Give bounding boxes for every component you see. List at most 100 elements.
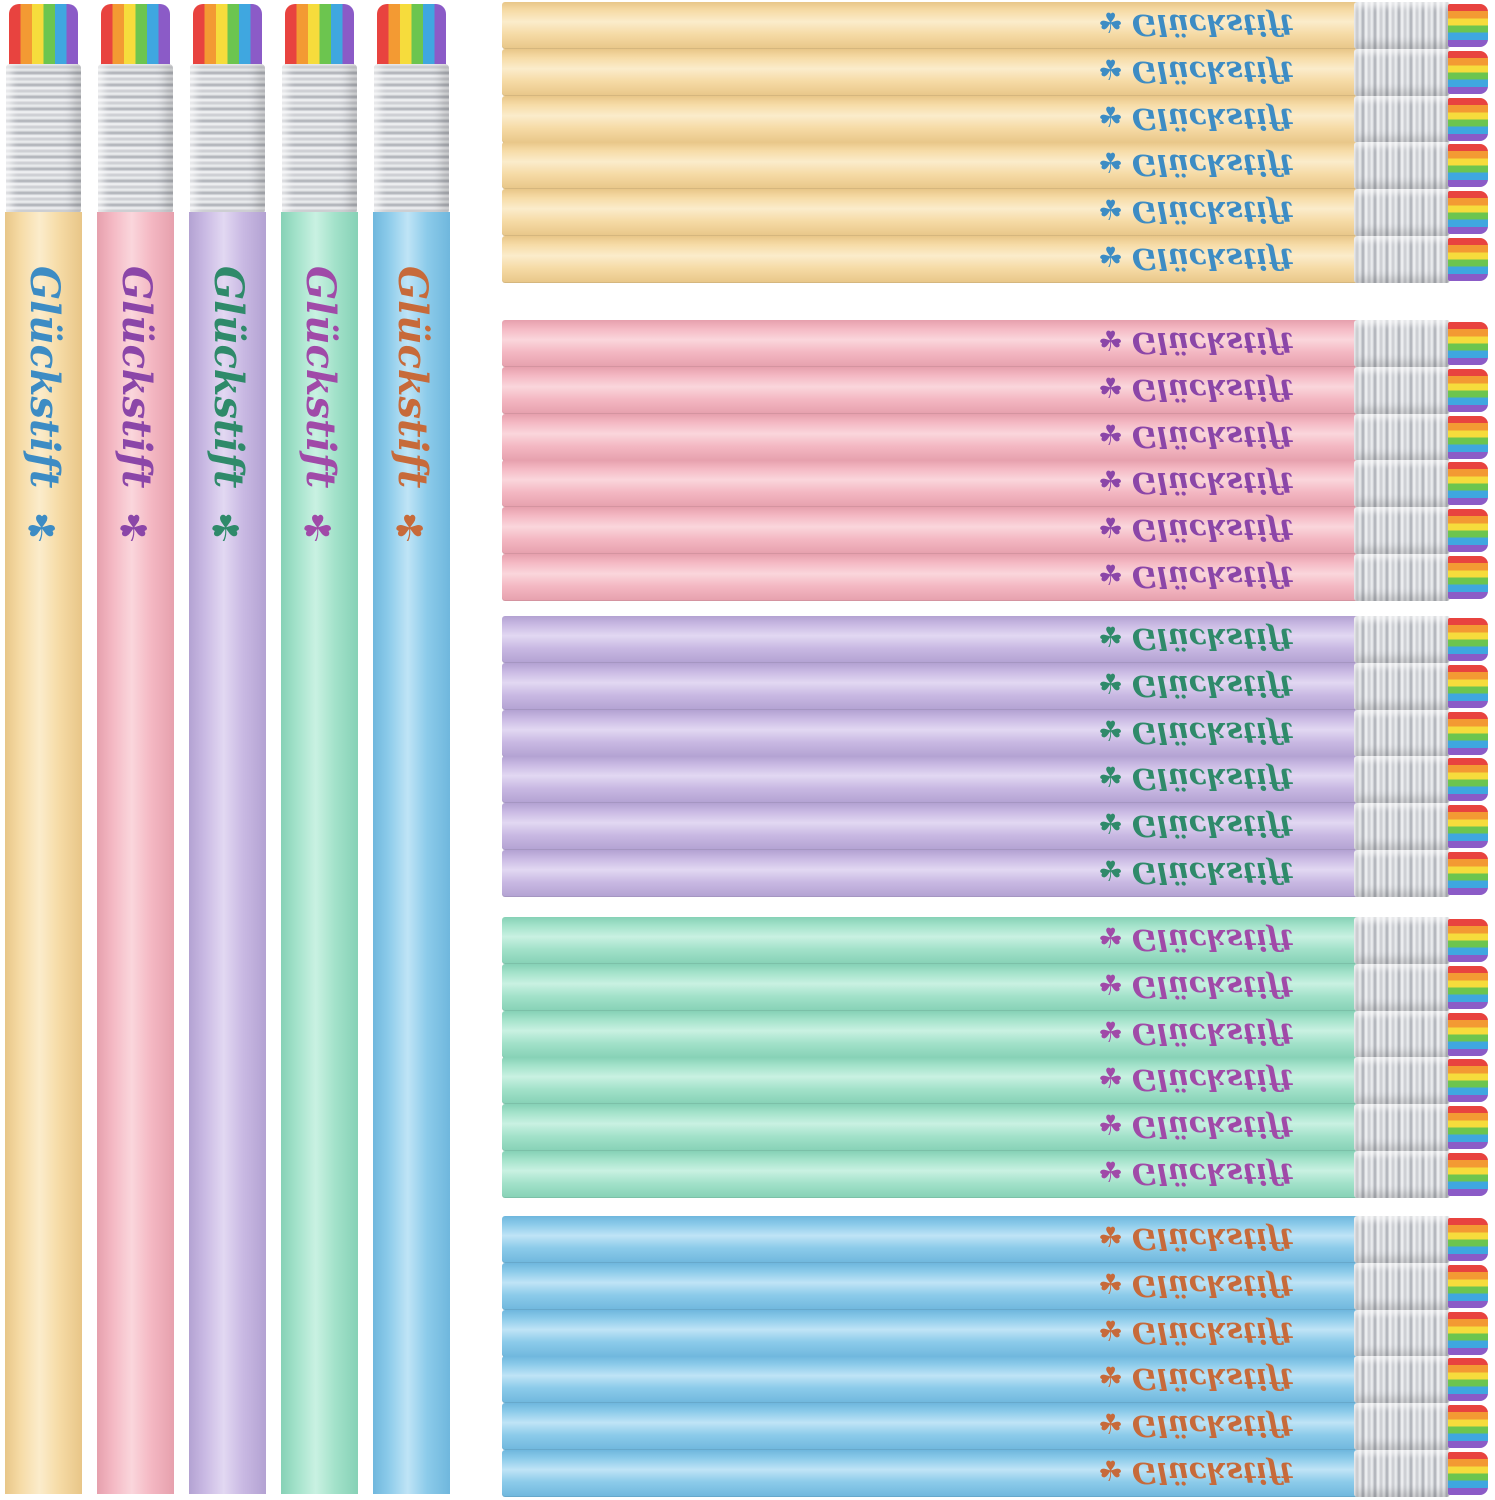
brand-imprint: Glückstift [112,266,160,489]
four-leaf-clover-icon: ☘ [1098,1109,1124,1143]
metal-ferrule [1354,95,1450,143]
vertical-pencil: Glückstift ☘ [97,4,174,1494]
rainbow-eraser [1448,322,1488,365]
pencil-barrel [502,1450,1362,1497]
metal-ferrule [1354,1151,1450,1198]
pencil-barrel [502,1216,1362,1263]
four-leaf-clover-icon: ☘ [1098,194,1124,228]
rainbow-eraser [377,4,446,66]
horizontal-pencil: ☘ Glückstift [502,1356,1488,1404]
metal-ferrule [1354,366,1450,414]
rainbow-eraser [1448,852,1488,895]
brand-imprint: Glückstift [1132,419,1294,454]
brand-imprint: Glückstift [1132,762,1294,797]
metal-ferrule [190,64,265,214]
pencil-barrel [502,366,1362,414]
brand-imprint: Glückstift [1132,969,1294,1004]
brand-imprint: Glückstift [1132,1268,1294,1303]
four-leaf-clover-icon: ☘ [1098,7,1124,40]
metal-ferrule [1354,1262,1450,1310]
rainbow-eraser [1448,1012,1488,1056]
horizontal-pencil: ☘ Glückstift [502,554,1488,601]
pencil-barrel [97,212,174,1494]
pencil-barrel [502,917,1362,964]
horizontal-pencil: ☘ Glückstift [502,756,1488,804]
pencil-barrel [502,850,1362,897]
brand-imprint: Glückstift [204,266,252,489]
horizontal-pencil: ☘ Glückstift [502,460,1488,508]
rainbow-eraser [1448,618,1488,661]
four-leaf-clover-icon: ☘ [1098,1408,1124,1442]
metal-ferrule [1354,803,1450,851]
metal-ferrule [374,64,449,214]
pencil-barrel [502,413,1362,461]
metal-ferrule [1354,320,1450,367]
four-leaf-clover-icon: ☘ [1098,621,1124,654]
rainbow-eraser [1448,50,1488,94]
four-leaf-clover-icon: ☘ [1098,1361,1124,1395]
metal-ferrule [1354,236,1450,283]
pencil-barrel [502,320,1362,367]
rainbow-eraser [1448,238,1488,281]
four-leaf-clover-icon: ☘ [1098,1267,1124,1301]
horizontal-pencil: ☘ Glückstift [502,366,1488,414]
metal-ferrule [6,64,81,214]
pencil-barrel [502,2,1362,49]
brand-imprint: Glückstift [1132,1157,1294,1191]
horizontal-pencil: ☘ Glückstift [502,1309,1488,1357]
horizontal-pencil: ☘ Glückstift [502,917,1488,964]
pencil-barrel [502,460,1362,508]
four-leaf-clover-icon: ☘ [1098,147,1124,181]
four-leaf-clover-icon: ☘ [1098,968,1124,1002]
brand-imprint: Glückstift [1132,242,1294,276]
metal-ferrule [1354,1104,1450,1152]
rainbow-eraser [193,4,262,66]
metal-ferrule [1354,1356,1450,1404]
pencil-barrel [502,189,1362,237]
rainbow-eraser [9,4,78,66]
four-leaf-clover-icon: ☘ [1098,1015,1124,1049]
four-leaf-clover-icon: ☘ [1098,714,1124,748]
rainbow-eraser [1448,462,1488,506]
metal-ferrule [1354,756,1450,804]
brand-imprint: Glückstift [388,266,436,489]
pencil-barrel [502,1057,1362,1105]
four-leaf-clover-icon: ☘ [1098,1314,1124,1348]
brand-imprint: Glückstift [1132,1362,1294,1397]
rainbow-eraser [1448,1452,1488,1495]
brand-imprint: Glückstift [1132,466,1294,501]
horizontal-pencil: ☘ Glückstift [502,95,1488,143]
rainbow-eraser [1448,965,1488,1009]
pencil-barrel [502,1262,1362,1310]
four-leaf-clover-icon: ☘ [1098,808,1124,842]
horizontal-pencil: ☘ Glückstift [502,1104,1488,1152]
four-leaf-clover-icon: ☘ [1098,418,1124,452]
metal-ferrule [1354,1216,1450,1263]
metal-ferrule [1354,142,1450,190]
pencil-barrel [502,142,1362,190]
horizontal-pencil: ☘ Glückstift [502,850,1488,897]
brand-imprint: Glückstift [1132,856,1294,890]
pencil-barrel [502,709,1362,757]
pencil-barrel [189,212,266,1494]
brand-imprint: Glückstift [1132,148,1294,183]
pencil-barrel [502,756,1362,804]
brand-imprint: Glückstift [1132,1456,1294,1490]
brand-imprint: Glückstift [1132,513,1294,548]
pencil-barrel [502,95,1362,143]
four-leaf-clover-icon: ☘ [1098,512,1124,546]
horizontal-pencil: ☘ Glückstift [502,1057,1488,1105]
rainbow-eraser [1448,711,1488,755]
rainbow-eraser [1448,1311,1488,1355]
horizontal-pencil: ☘ Glückstift [502,507,1488,555]
rainbow-eraser [1448,1106,1488,1150]
rainbow-eraser [1448,97,1488,141]
rainbow-eraser [1448,1153,1488,1196]
rainbow-eraser [1448,664,1488,708]
pencil-barrel [502,507,1362,555]
brand-imprint: Glückstift [1132,1315,1294,1350]
horizontal-pencil: ☘ Glückstift [502,963,1488,1011]
horizontal-pencil: ☘ Glückstift [502,1216,1488,1263]
brand-imprint: Glückstift [1132,668,1294,703]
